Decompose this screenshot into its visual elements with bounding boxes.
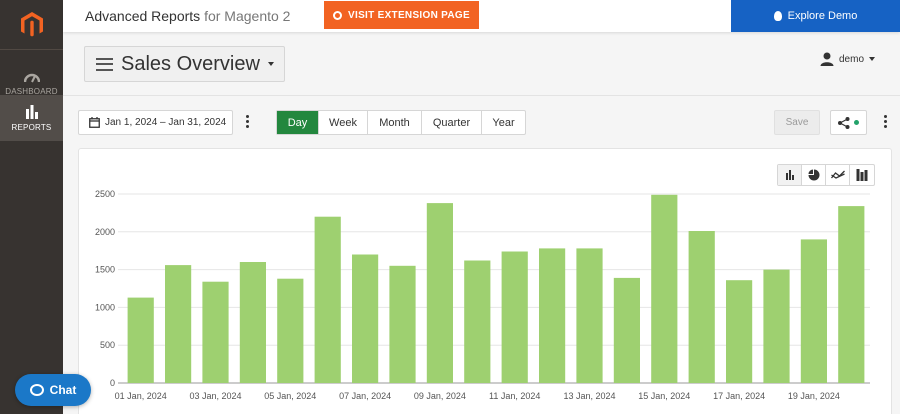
- x-tick-label: 17 Jan, 2024: [713, 391, 765, 401]
- chat-button[interactable]: Chat: [15, 374, 91, 406]
- explore-demo-button[interactable]: Explore Demo: [731, 0, 900, 32]
- chart-bar[interactable]: [688, 231, 715, 383]
- top-bar: Advanced Reports for Magento 2 VISIT EXT…: [63, 0, 900, 32]
- x-tick-label: 05 Jan, 2024: [264, 391, 316, 401]
- period-quarter-button[interactable]: Quarter: [422, 111, 482, 134]
- chart-bar[interactable]: [800, 239, 827, 383]
- bar-chart-icon: [25, 104, 38, 119]
- chart-type-line-button[interactable]: [826, 165, 850, 185]
- sidebar: DASHBOARD REPORTS: [0, 0, 63, 414]
- visit-extension-label: VISIT EXTENSION PAGE: [348, 9, 470, 21]
- y-tick-label: 1000: [95, 302, 115, 312]
- chart-bar[interactable]: [239, 262, 266, 383]
- chart-bar[interactable]: [352, 254, 379, 384]
- caret-down-icon: [869, 57, 876, 61]
- sidebar-item-label: DASHBOARD: [5, 86, 58, 96]
- magento-logo[interactable]: [0, 0, 63, 50]
- period-week-button[interactable]: Week: [319, 111, 368, 134]
- chart-bar[interactable]: [277, 278, 304, 383]
- chart-bar[interactable]: [202, 281, 229, 383]
- y-tick-label: 0: [110, 378, 115, 388]
- sidebar-item-reports[interactable]: REPORTS: [0, 95, 63, 141]
- chart-bar[interactable]: [539, 248, 566, 383]
- page-title: Sales Overview: [121, 52, 260, 75]
- x-tick-label: 09 Jan, 2024: [414, 391, 466, 401]
- hamburger-icon: [96, 57, 113, 71]
- chart-bar[interactable]: [763, 269, 790, 383]
- share-button[interactable]: [830, 110, 867, 135]
- user-menu[interactable]: demo: [820, 52, 876, 66]
- chart-bar[interactable]: [127, 297, 154, 383]
- visit-extension-button[interactable]: VISIT EXTENSION PAGE: [324, 1, 479, 29]
- app-brand: Advanced Reports for Magento 2: [85, 8, 290, 24]
- explore-demo-label: Explore Demo: [787, 10, 858, 22]
- target-icon: [333, 10, 343, 20]
- chat-label: Chat: [49, 383, 77, 397]
- x-tick-label: 11 Jan, 2024: [489, 391, 540, 401]
- x-tick-label: 19 Jan, 2024: [788, 391, 840, 401]
- chart-type-switcher: [777, 164, 875, 186]
- caret-down-icon: [267, 62, 274, 66]
- chart-bar[interactable]: [501, 251, 528, 384]
- lightbulb-icon: [773, 11, 782, 21]
- chart-bar[interactable]: [613, 277, 640, 383]
- date-range-picker[interactable]: Jan 1, 2024 – Jan 31, 2024: [78, 110, 233, 135]
- chart-type-bar-button[interactable]: [778, 165, 802, 185]
- chart-bar[interactable]: [165, 265, 192, 383]
- chart-bar[interactable]: [726, 280, 753, 383]
- chart-bar[interactable]: [389, 265, 416, 383]
- date-options-kebab-icon[interactable]: [245, 115, 249, 130]
- chart-bar[interactable]: [426, 203, 453, 383]
- calendar-icon: [89, 117, 100, 128]
- stacked-bar-icon: [856, 169, 868, 181]
- status-dot: [854, 120, 859, 125]
- report-selector[interactable]: Sales Overview: [84, 46, 285, 82]
- period-day-button[interactable]: Day: [277, 111, 319, 134]
- gauge-icon: [23, 73, 40, 82]
- x-tick-label: 13 Jan, 2024: [563, 391, 615, 401]
- bar-chart-icon: [785, 170, 794, 180]
- magento-logo-icon: [20, 11, 43, 36]
- period-selector: Day Week Month Quarter Year: [276, 110, 526, 135]
- x-tick-label: 07 Jan, 2024: [339, 391, 391, 401]
- x-tick-label: 15 Jan, 2024: [638, 391, 690, 401]
- more-options-kebab-icon[interactable]: [883, 115, 887, 130]
- date-range-label: Jan 1, 2024 – Jan 31, 2024: [105, 117, 227, 128]
- brand-subtitle: for Magento 2: [204, 8, 291, 24]
- chart-bar[interactable]: [314, 216, 341, 383]
- y-tick-label: 1500: [95, 265, 115, 275]
- period-month-button[interactable]: Month: [368, 111, 422, 134]
- y-tick-label: 2000: [95, 227, 115, 237]
- period-year-button[interactable]: Year: [492, 116, 515, 129]
- header-divider: [63, 95, 900, 96]
- sidebar-item-label: REPORTS: [11, 122, 52, 132]
- pie-chart-icon: [808, 169, 819, 181]
- sales-bar-chart: 0 500 1000 1500 2000 2500 01 Jan, 2024 03 Jan,…: [95, 189, 870, 401]
- share-icon: [838, 116, 850, 129]
- line-chart-icon: [830, 170, 845, 179]
- x-tick-label: 03 Jan, 2024: [189, 391, 241, 401]
- chart-type-stacked-button[interactable]: [850, 165, 874, 185]
- chart-bar[interactable]: [464, 260, 491, 384]
- save-button[interactable]: Save: [774, 110, 820, 135]
- sidebar-item-dashboard[interactable]: DASHBOARD: [0, 60, 63, 106]
- chart-type-pie-button[interactable]: [802, 165, 826, 185]
- y-tick-label: 500: [100, 340, 115, 350]
- chart-bar[interactable]: [838, 206, 865, 383]
- user-icon: [820, 52, 834, 66]
- user-name: demo: [839, 53, 865, 65]
- x-tick-label: 01 Jan, 2024: [115, 391, 167, 401]
- chart-bar[interactable]: [576, 248, 603, 383]
- y-tick-label: 2500: [95, 189, 115, 199]
- chart-bar[interactable]: [651, 194, 678, 383]
- chat-bubble-icon: [29, 384, 44, 396]
- brand-name: Advanced Reports: [85, 8, 201, 24]
